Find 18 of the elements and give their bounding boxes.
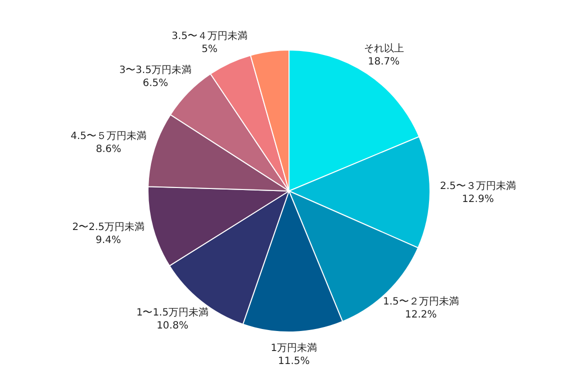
slice-label: 3.5〜４万円未満	[172, 30, 248, 42]
data-label: 10.8%	[156, 320, 188, 332]
slice-label: 2.5〜３万円未満	[440, 180, 516, 192]
data-label: 12.9%	[462, 194, 494, 206]
slice-label: 1万円未満	[270, 342, 318, 354]
slice-label: 1〜1.5万円未満	[136, 306, 209, 318]
slice-label: 2〜2.5万円未満	[72, 221, 144, 234]
slice-label: それ以上	[364, 42, 404, 54]
data-label: 5%	[202, 44, 218, 56]
data-label: 18.7%	[368, 56, 400, 68]
slice-label: 3〜3.5万円未満	[119, 64, 192, 76]
data-label: 12.2%	[405, 310, 437, 321]
data-label: 6.5%	[142, 78, 168, 89]
data-label: 8.6%	[96, 144, 122, 155]
data-label: 11.5%	[278, 356, 310, 367]
slice-label: 4.5〜５万円未満	[70, 130, 147, 142]
slice-label: 1.5〜２万円未満	[382, 296, 459, 308]
data-label: 9.4%	[96, 235, 122, 246]
